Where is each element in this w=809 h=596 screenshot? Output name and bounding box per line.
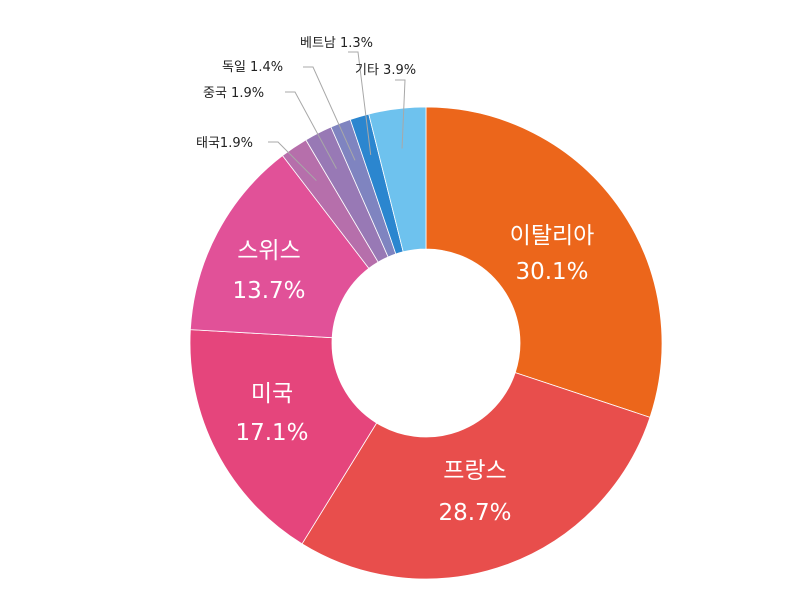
slices-group	[189, 106, 663, 580]
slice-switzerland	[189, 155, 370, 339]
leader-line-other	[395, 79, 406, 149]
slice-label-france: 프랑스	[443, 458, 506, 484]
slice-usa	[189, 329, 378, 545]
slice-france	[301, 372, 651, 580]
outer-label-germany: 독일 1.4%	[222, 60, 283, 75]
slice-value-usa: 17.1%	[235, 420, 308, 446]
leader-line-china	[285, 91, 337, 169]
slice-value-switzerland: 13.7%	[232, 278, 305, 304]
slice-italy	[425, 106, 663, 418]
leader-line-thailand	[268, 141, 317, 181]
slice-value-france: 28.7%	[438, 500, 511, 526]
leader-lines-group	[268, 51, 406, 181]
outer-label-other: 기타 3.9%	[355, 63, 416, 78]
leader-line-germany	[303, 66, 356, 161]
slice-other	[368, 106, 427, 253]
leader-line-vietnam	[348, 51, 372, 156]
outer-label-thailand: 태국1.9%	[196, 136, 253, 151]
outer-label-china: 중국 1.9%	[203, 86, 264, 101]
slice-label-switzerland: 스위스	[237, 238, 300, 264]
outer-label-vietnam: 베트남 1.3%	[300, 36, 373, 51]
slice-value-italy: 30.1%	[515, 259, 588, 285]
slice-label-usa: 미국	[251, 381, 293, 407]
slice-label-italy: 이탈리아	[510, 223, 595, 249]
